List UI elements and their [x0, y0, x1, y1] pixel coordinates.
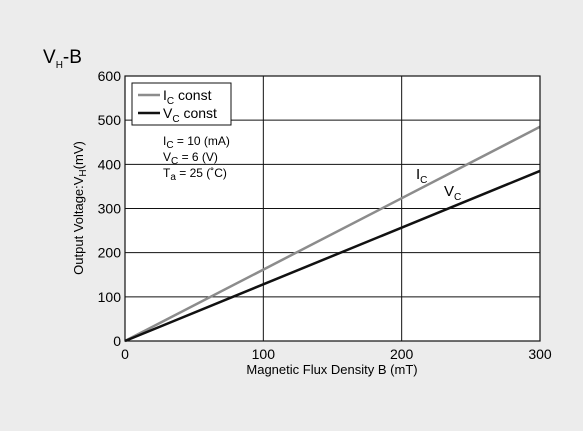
- y-tick-label-6: 600: [98, 68, 122, 84]
- legend-box: [131, 82, 232, 126]
- series-line-vc-const: [124, 169, 541, 343]
- y-tick-label-0: 0: [113, 333, 121, 349]
- series-line-ic-const: [124, 125, 541, 343]
- condition-ic: IC = 10 (mA): [163, 134, 230, 151]
- series-label-ic: IC: [416, 166, 427, 186]
- y-tick-labels: 0 100 200 300 400 500 600: [98, 68, 122, 349]
- x-tick-label-1: 100: [252, 346, 276, 362]
- y-tick-label-3: 300: [98, 201, 122, 217]
- x-tick-label-3: 300: [528, 346, 552, 362]
- series-layer: [124, 125, 541, 343]
- y-tick-label-1: 100: [98, 289, 122, 305]
- legend-label-vc: VC const: [163, 105, 217, 125]
- legend: IC const VC const: [131, 82, 232, 126]
- condition-ta: Ta = 25 (˚C): [163, 166, 227, 183]
- y-axis-label: Output Voltage:VH(mV): [71, 141, 89, 275]
- x-tick-label-0: 0: [121, 346, 129, 362]
- x-tick-labels: 0 100 200 300: [121, 346, 552, 362]
- series-label-vc: VC: [444, 183, 461, 203]
- x-tick-label-2: 200: [390, 346, 414, 362]
- condition-vc: VC = 6 (V): [163, 150, 218, 167]
- x-axis-label: Magnetic Flux Density B (mT): [246, 362, 417, 377]
- plot-frame: [124, 75, 541, 342]
- y-tick-label-2: 200: [98, 245, 122, 261]
- y-tick-label-4: 400: [98, 156, 122, 172]
- y-tick-label-5: 500: [98, 112, 122, 128]
- test-conditions: IC = 10 (mA) VC = 6 (V) Ta = 25 (˚C): [163, 134, 230, 183]
- chart-title: VH-B: [43, 47, 82, 71]
- legend-label-ic: IC const: [163, 87, 212, 107]
